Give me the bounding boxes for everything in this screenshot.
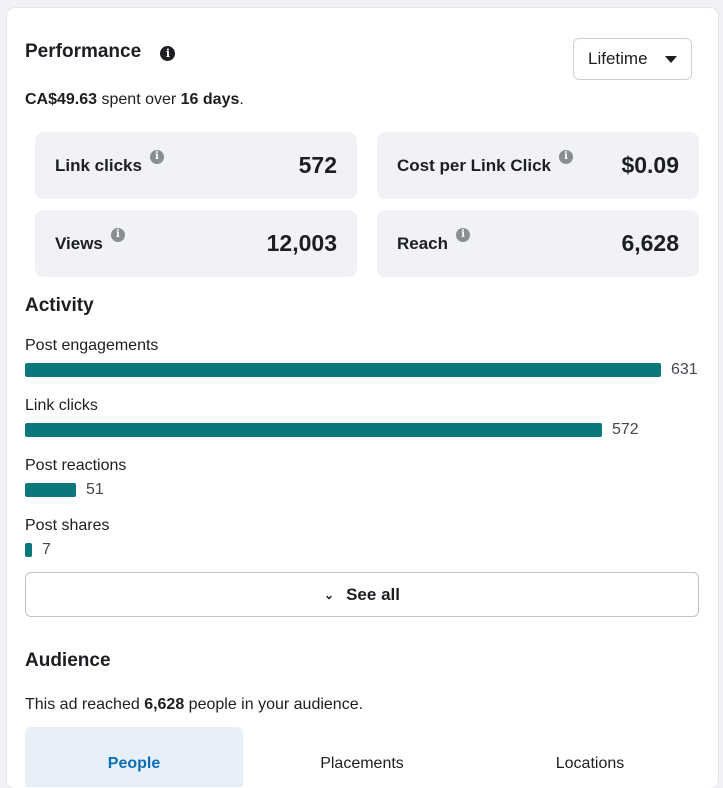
- spent-end: .: [239, 91, 244, 108]
- dropdown-value: Lifetime: [588, 49, 648, 68]
- date-range-dropdown[interactable]: Lifetime: [573, 38, 692, 80]
- activity-label: Link clicks: [25, 397, 98, 414]
- activity-title: Activity: [25, 295, 94, 316]
- tab-locations[interactable]: Locations: [481, 727, 699, 787]
- tab-label: Placements: [320, 755, 404, 772]
- activity-value: 572: [612, 421, 639, 438]
- activity-item: Post engagements 631: [25, 337, 705, 397]
- activity-bar: [25, 543, 32, 557]
- activity-bar-row: 51: [25, 481, 705, 499]
- tab-people[interactable]: People: [25, 727, 243, 787]
- see-all-button[interactable]: ⌄ See all: [25, 572, 699, 617]
- activity-value: 7: [42, 541, 51, 558]
- spent-days: 16 days: [180, 91, 240, 108]
- metric-label: Reach: [397, 233, 449, 253]
- metric-views: Views i 12,003: [35, 210, 357, 277]
- activity-value: 631: [671, 361, 698, 378]
- activity-label: Post reactions: [25, 457, 127, 474]
- metric-cost-per-link-click: Cost per Link Click i $0.09: [377, 132, 699, 199]
- performance-title-text: Performance: [25, 41, 142, 62]
- activity-item: Post reactions 51: [25, 457, 705, 517]
- metric-label: Views: [55, 233, 103, 253]
- caret-down-icon: [665, 55, 677, 63]
- activity-label: Post engagements: [25, 337, 159, 354]
- info-icon[interactable]: i: [558, 149, 573, 164]
- spend-summary: CA$49.63 spent over 16 days.: [25, 91, 244, 109]
- metric-value: $0.09: [621, 152, 679, 178]
- activity-item: Link clicks 572: [25, 397, 705, 457]
- audience-title: Audience: [25, 650, 111, 671]
- metric-value: 572: [298, 152, 337, 178]
- audience-summary: This ad reached 6,628 people in your aud…: [25, 696, 363, 714]
- activity-bar-row: 7: [25, 541, 705, 559]
- activity-bar: [25, 423, 602, 437]
- tab-label: People: [107, 755, 161, 772]
- performance-title: Performance i: [25, 41, 176, 63]
- activity-bar: [25, 363, 661, 377]
- metric-value: 6,628: [621, 230, 679, 256]
- metric-link-clicks: Link clicks i 572: [35, 132, 357, 199]
- activity-bar-row: 631: [25, 361, 705, 379]
- activity-list: Post engagements 631 Link clicks 572 Post re…: [25, 337, 705, 577]
- audience-text-end: people in your audience.: [184, 696, 364, 713]
- activity-bar: [25, 483, 76, 497]
- spent-amount: CA$49.63: [25, 91, 98, 108]
- spent-mid: spent over: [97, 91, 181, 108]
- audience-reach: 6,628: [144, 696, 185, 713]
- info-icon[interactable]: i: [160, 46, 176, 61]
- tab-placements[interactable]: Placements: [253, 727, 471, 787]
- activity-bar-row: 572: [25, 421, 705, 439]
- metric-reach: Reach i 6,628: [377, 210, 699, 277]
- metric-value: 12,003: [266, 230, 337, 256]
- see-all-label: See all: [346, 584, 400, 604]
- tab-label: Locations: [555, 755, 625, 772]
- metric-label: Cost per Link Click: [397, 155, 551, 175]
- info-icon[interactable]: i: [110, 227, 125, 242]
- audience-text-start: This ad reached: [25, 696, 145, 713]
- activity-label: Post shares: [25, 517, 110, 534]
- chevron-down-icon: ⌄: [324, 587, 335, 602]
- activity-item: Post shares 7: [25, 517, 705, 577]
- performance-card: Performance i Lifetime CA$49.63 spent ov…: [7, 8, 718, 788]
- metric-label: Link clicks: [55, 155, 142, 175]
- info-icon[interactable]: i: [149, 149, 164, 164]
- activity-value: 51: [86, 481, 104, 498]
- info-icon[interactable]: i: [456, 227, 471, 242]
